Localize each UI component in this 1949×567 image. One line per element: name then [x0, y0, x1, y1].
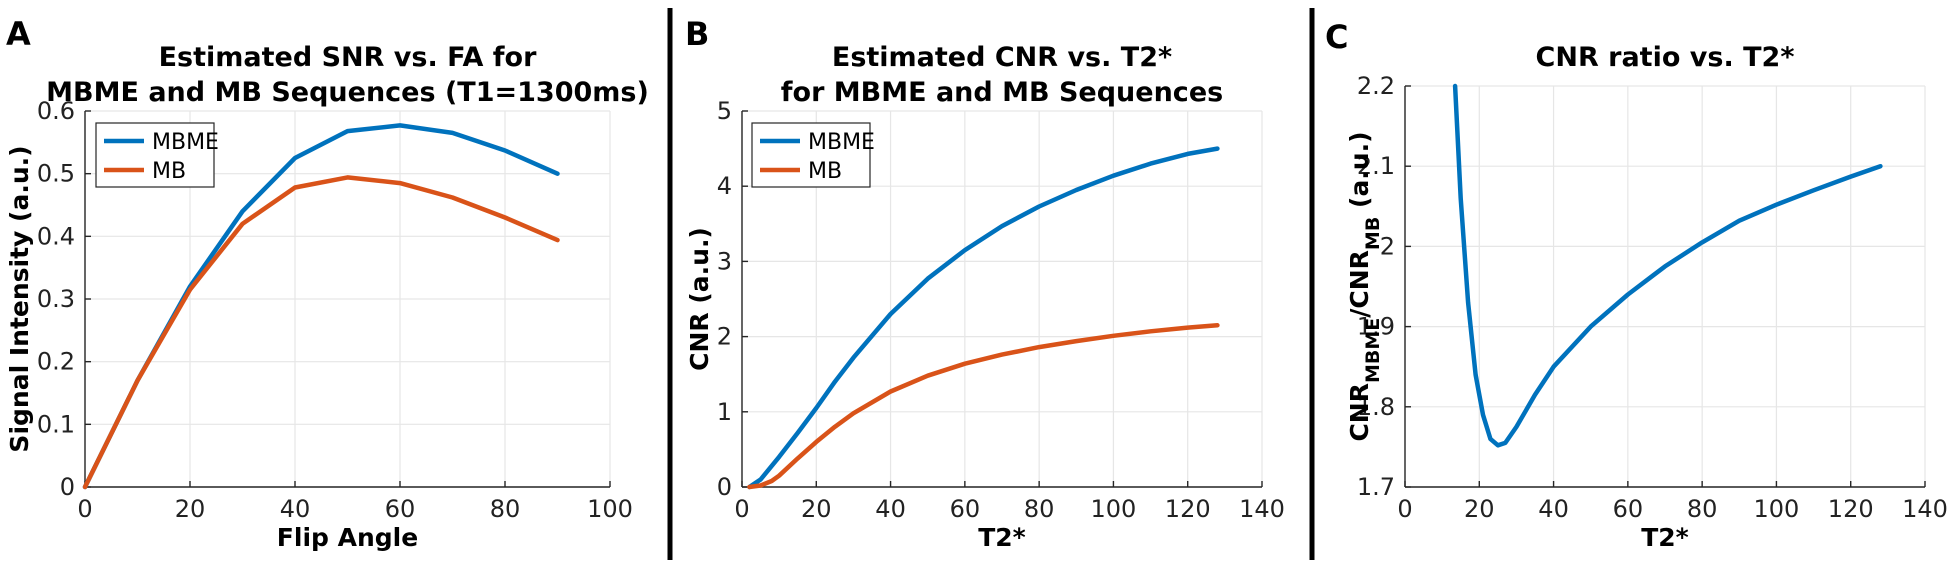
x-tick-label: 0 [734, 495, 749, 523]
x-tick-label: 60 [385, 495, 416, 523]
panel-label: B [685, 15, 709, 53]
x-tick-label: 20 [801, 495, 832, 523]
y-tick-label: 1.9 [1357, 313, 1395, 341]
panel-label: A [6, 15, 31, 53]
x-tick-label: 120 [1828, 495, 1874, 523]
y-tick-label: 2 [717, 323, 732, 351]
legend-entry-label: MB [808, 159, 842, 184]
x-tick-label: 0 [1397, 495, 1412, 523]
legend-entry-label: MBME [808, 130, 875, 155]
y-axis-label: CNRMBME/CNRMB (a.u.) [1345, 131, 1384, 441]
y-tick-label: 0 [717, 473, 732, 501]
x-tick-label: 120 [1165, 495, 1211, 523]
x-tick-label: 0 [77, 495, 92, 523]
x-tick-label: 60 [1613, 495, 1644, 523]
x-tick-label: 20 [1464, 495, 1495, 523]
y-axis-label-part: (a.u.) [1345, 131, 1374, 216]
y-tick-label: 0.3 [37, 285, 75, 313]
legend-entry-label: MBME [152, 130, 219, 155]
x-axis-label: T2* [1641, 523, 1689, 552]
chart-title-line: CNR ratio vs. T2* [1536, 42, 1795, 73]
series-line-mbme [747, 146, 1220, 490]
legend-box [95, 122, 215, 188]
y-tick-label: 1 [717, 398, 732, 426]
series-line-mb [747, 323, 1220, 490]
y-tick-label: 0.5 [37, 160, 75, 188]
series-line-mb [82, 175, 560, 490]
x-tick-label: 40 [280, 495, 311, 523]
y-tick-label: 1.8 [1357, 393, 1395, 421]
y-axis-label-part: /CNR [1345, 250, 1374, 318]
x-tick-label: 60 [950, 495, 981, 523]
y-tick-label: 1.7 [1357, 473, 1395, 501]
panel-label: C [1325, 18, 1348, 56]
x-tick-label: 80 [1024, 495, 1055, 523]
legend: MBME MB [95, 122, 219, 188]
y-axis-label-part: CNR [1345, 383, 1374, 442]
y-axis-label: Signal Intensity (a.u.) [5, 145, 34, 452]
y-tick-label: 0.4 [37, 222, 75, 250]
y-tick-label: 4 [717, 172, 732, 200]
x-tick-label: 20 [175, 495, 206, 523]
y-tick-label: 2 [1380, 232, 1395, 260]
y-tick-label: 0.6 [37, 97, 75, 125]
x-tick-label: 80 [490, 495, 521, 523]
x-tick-label: 140 [1239, 495, 1285, 523]
y-tick-label: 0 [60, 473, 75, 501]
y-tick-label: 2.1 [1357, 152, 1395, 180]
y-tick-label: 0.2 [37, 348, 75, 376]
y-axis-label-part: MB [1362, 217, 1384, 250]
chart-title-line: Estimated CNR vs. T2* [832, 42, 1172, 73]
legend-box [751, 122, 871, 188]
chart-title-line: for MBME and MB Sequences [781, 77, 1223, 108]
x-tick-label: 100 [587, 495, 633, 523]
x-tick-label: 100 [1091, 495, 1137, 523]
y-tick-label: 5 [717, 97, 732, 125]
series-line-cnr-ratio [1452, 83, 1883, 448]
y-tick-label: 3 [717, 247, 732, 275]
chart-title-line: MBME and MB Sequences (T1=1300ms) [46, 77, 649, 108]
chart-panel-a: 0 20 40 60 80 100 0 0.1 0.2 0.3 0.4 0.5 0.6 Estimated… [5, 15, 649, 552]
x-tick-label: 100 [1754, 495, 1800, 523]
legend: MBME MB [751, 122, 875, 188]
x-axis-label: Flip Angle [277, 523, 418, 552]
y-axis-label-part: MBME [1362, 318, 1384, 383]
x-tick-label: 40 [1538, 495, 1569, 523]
y-tick-label: 2.2 [1357, 72, 1395, 100]
x-tick-label: 80 [1687, 495, 1718, 523]
chart-title-line: Estimated SNR vs. FA for [159, 42, 537, 73]
y-axis-label: CNR (a.u.) [685, 227, 714, 371]
x-axis-label: T2* [978, 523, 1026, 552]
x-tick-label: 140 [1902, 495, 1948, 523]
chart-panel-c: 0 20 40 60 80 100 120 140 1.7 1.8 1.9 2 2.1 2.2 CNR ra… [1325, 18, 1948, 552]
chart-panel-b: 0 20 40 60 80 100 120 140 0 1 2 3 4 5 Estimated CNR vs… [685, 15, 1285, 552]
x-tick-label: 40 [875, 495, 906, 523]
legend-entry-label: MB [152, 159, 186, 184]
y-tick-label: 0.1 [37, 410, 75, 438]
